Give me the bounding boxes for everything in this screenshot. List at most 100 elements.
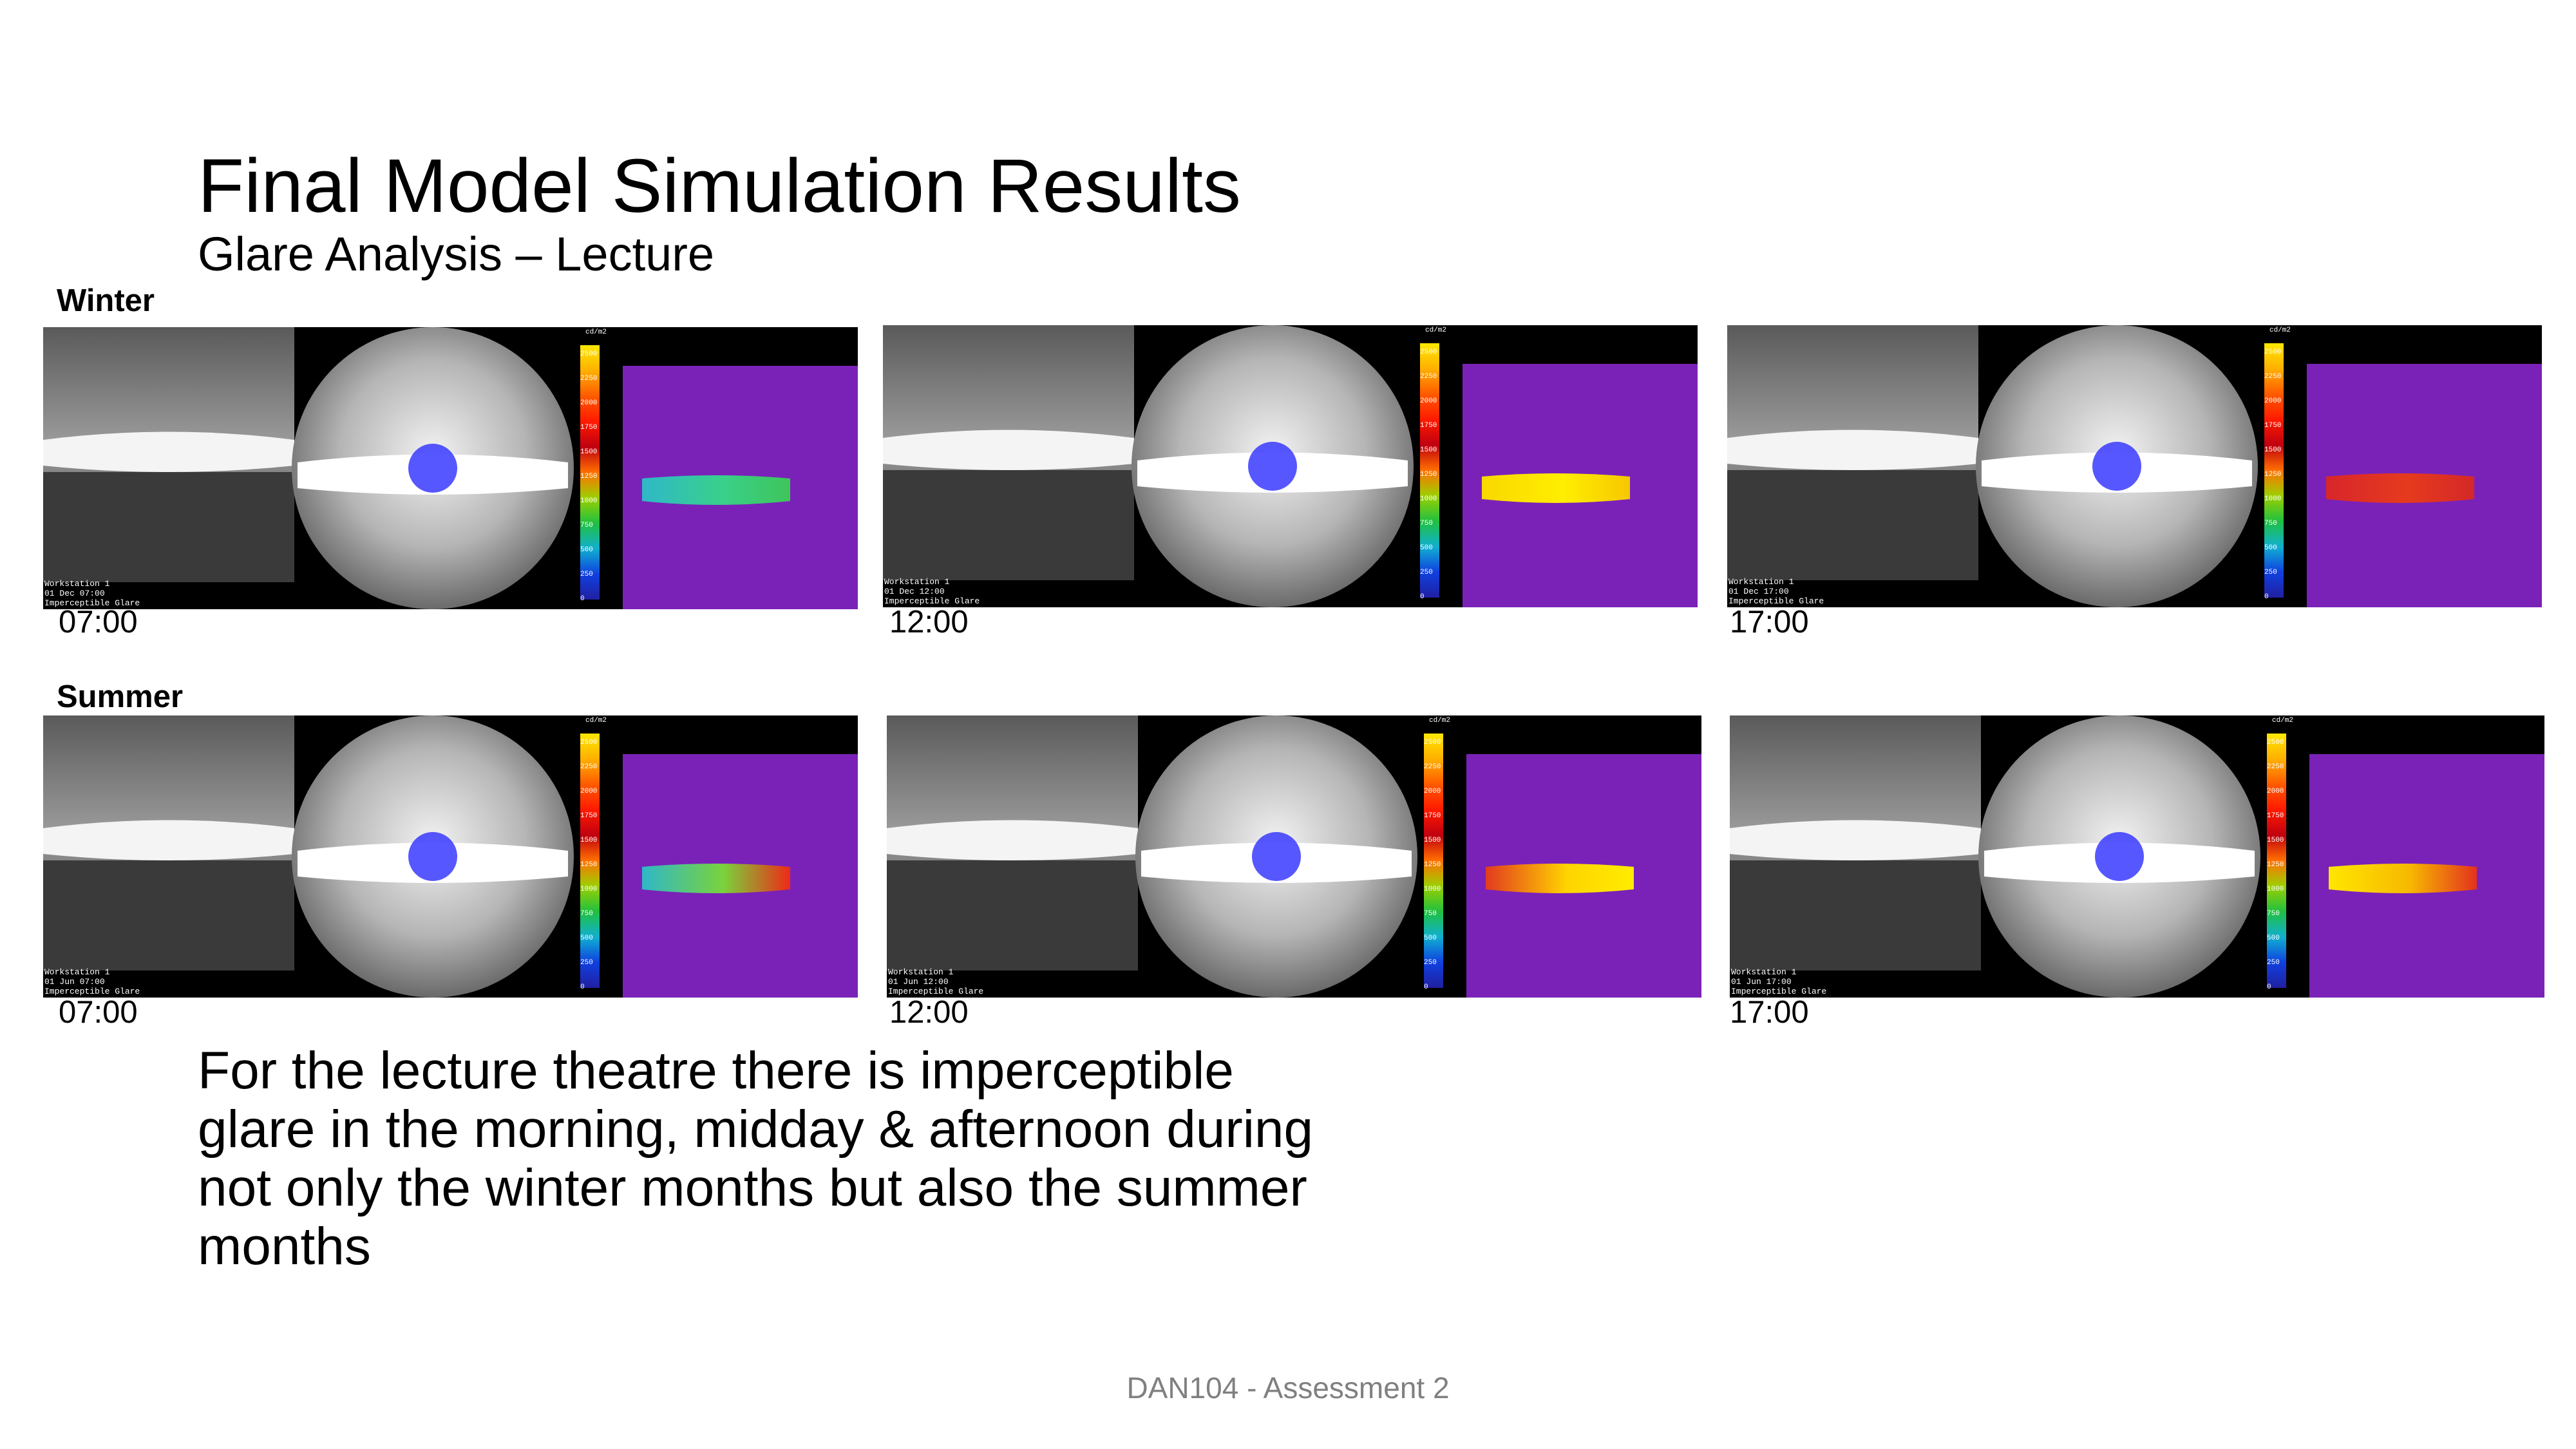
legend-tick: 1250 bbox=[580, 473, 597, 480]
glare-source-marker bbox=[408, 444, 457, 493]
legend-tick: 0 bbox=[1424, 983, 1428, 991]
legend-tick: 500 bbox=[1424, 934, 1437, 942]
svg-text:cd/m2: cd/m2 bbox=[585, 328, 607, 336]
svg-text:cd/m2: cd/m2 bbox=[585, 717, 607, 724]
svg-text:Imperceptible Glare: Imperceptible Glare bbox=[1731, 987, 1826, 996]
legend-tick: 2500 bbox=[1424, 739, 1441, 746]
legend-tick: 0 bbox=[1420, 593, 1425, 601]
room-view: Workstation 1 01 Jun 17:00 Imperceptible… bbox=[1730, 715, 1981, 996]
luminance-scale bbox=[2267, 734, 2286, 988]
legend-tick: 1750 bbox=[2267, 812, 2284, 820]
svg-text:Workstation 1: Workstation 1 bbox=[1728, 577, 1794, 587]
svg-text:Workstation 1: Workstation 1 bbox=[44, 967, 110, 977]
glare-source-marker bbox=[1252, 832, 1301, 881]
legend-tick: 500 bbox=[580, 934, 593, 942]
time-label: 07:00 bbox=[59, 605, 138, 639]
time-label: 12:00 bbox=[889, 605, 969, 639]
legend-tick: 2250 bbox=[1420, 373, 1437, 381]
svg-text:Workstation 1: Workstation 1 bbox=[888, 967, 954, 977]
season-label-summer: Summer bbox=[57, 679, 184, 714]
legend-tick: 1500 bbox=[2264, 446, 2281, 454]
legend-tick: 2250 bbox=[580, 375, 597, 383]
legend-tick: 1250 bbox=[2267, 861, 2284, 869]
glare-panel-winter-1200: Workstation 1 01 Dec 12:00 Imperceptible… bbox=[883, 325, 1698, 607]
glare-panel-summer-1700: Workstation 1 01 Jun 17:00 Imperceptible… bbox=[1730, 715, 2544, 998]
legend-tick: 2000 bbox=[2267, 788, 2284, 795]
legend-tick: 250 bbox=[580, 959, 593, 967]
svg-text:Imperceptible Glare: Imperceptible Glare bbox=[44, 598, 140, 608]
footer-text: DAN104 - Assessment 2 bbox=[1126, 1371, 1450, 1405]
room-view: Workstation 1 01 Dec 17:00 Imperceptible… bbox=[1727, 325, 1978, 606]
legend-tick: 500 bbox=[2267, 934, 2280, 942]
legend-tick: 2000 bbox=[2264, 397, 2281, 405]
legend-tick: 500 bbox=[2264, 544, 2277, 552]
legend-tick: 0 bbox=[2264, 593, 2269, 601]
svg-text:01 Jun 17:00: 01 Jun 17:00 bbox=[1731, 977, 1792, 987]
legend-tick: 250 bbox=[1424, 959, 1437, 967]
glare-panel-summer-1200: Workstation 1 01 Jun 12:00 Imperceptible… bbox=[887, 715, 1701, 998]
luminance-scale bbox=[2264, 343, 2284, 598]
legend-tick: 2500 bbox=[580, 739, 597, 746]
window-luminance-band bbox=[2329, 864, 2477, 893]
svg-text:01 Dec 07:00: 01 Dec 07:00 bbox=[44, 589, 105, 598]
legend-tick: 2500 bbox=[580, 350, 597, 358]
window-luminance-band bbox=[1486, 864, 1634, 893]
legend-tick: 1500 bbox=[2267, 837, 2284, 844]
time-label: 12:00 bbox=[889, 995, 969, 1030]
page-title: Final Model Simulation Results bbox=[198, 144, 1241, 229]
summary-text: For the lecture theatre there is imperce… bbox=[198, 1041, 1314, 1276]
room-view: Workstation 1 01 Dec 07:00 Imperceptible… bbox=[43, 327, 294, 608]
legend-tick: 1750 bbox=[580, 812, 597, 820]
window-luminance-band bbox=[1482, 473, 1630, 503]
svg-text:cd/m2: cd/m2 bbox=[1429, 717, 1450, 724]
glare-source-marker bbox=[1248, 442, 1297, 491]
legend-tick: 250 bbox=[1420, 569, 1433, 576]
legend-tick: 750 bbox=[1420, 520, 1433, 527]
legend-tick: 2000 bbox=[580, 399, 597, 407]
legend-tick: 1000 bbox=[580, 497, 597, 505]
legend-tick: 2000 bbox=[1420, 397, 1437, 405]
legend-tick: 2500 bbox=[1420, 348, 1437, 356]
legend-tick: 1250 bbox=[580, 861, 597, 869]
legend-tick: 2000 bbox=[1424, 788, 1441, 795]
legend-tick: 1500 bbox=[580, 837, 597, 844]
window-luminance-band bbox=[642, 864, 790, 893]
svg-text:Imperceptible Glare: Imperceptible Glare bbox=[44, 987, 140, 996]
fisheye-view bbox=[1976, 325, 2258, 607]
legend-tick: 0 bbox=[2267, 983, 2271, 991]
time-label: 17:00 bbox=[1730, 995, 1809, 1030]
fisheye-view bbox=[292, 715, 574, 998]
luminance-map: cd/m2 bbox=[578, 327, 858, 609]
glare-panel-winter-0700: Workstation 1 01 Dec 07:00 Imperceptible… bbox=[43, 327, 858, 609]
fisheye-view bbox=[292, 327, 574, 609]
fisheye-view bbox=[1978, 715, 2260, 998]
glare-source-marker bbox=[408, 832, 457, 881]
luminance-scale bbox=[1424, 734, 1443, 988]
luminance-scale bbox=[580, 345, 600, 600]
legend-tick: 2250 bbox=[1424, 763, 1441, 771]
legend-tick: 2250 bbox=[2264, 373, 2281, 381]
legend-tick: 2250 bbox=[2267, 763, 2284, 771]
legend-tick: 2250 bbox=[580, 763, 597, 771]
glare-source-marker bbox=[2095, 832, 2144, 881]
room-view: Workstation 1 01 Jun 07:00 Imperceptible… bbox=[43, 715, 294, 996]
time-label: 17:00 bbox=[1730, 605, 1809, 639]
svg-text:cd/m2: cd/m2 bbox=[2269, 327, 2291, 334]
glare-panel-winter-1700: Workstation 1 01 Dec 17:00 Imperceptible… bbox=[1727, 325, 2542, 607]
legend-tick: 750 bbox=[1424, 910, 1437, 918]
luminance-map: cd/m2 bbox=[578, 715, 858, 998]
svg-text:Imperceptible Glare: Imperceptible Glare bbox=[888, 987, 983, 996]
svg-text:01 Dec 12:00: 01 Dec 12:00 bbox=[884, 587, 945, 596]
legend-tick: 750 bbox=[580, 522, 593, 529]
legend-tick: 1750 bbox=[580, 424, 597, 431]
legend-tick: 250 bbox=[2264, 569, 2277, 576]
legend-tick: 1500 bbox=[580, 448, 597, 456]
legend-tick: 1750 bbox=[2264, 422, 2281, 430]
window-luminance-band bbox=[2326, 473, 2474, 503]
legend-tick: 250 bbox=[580, 571, 593, 578]
